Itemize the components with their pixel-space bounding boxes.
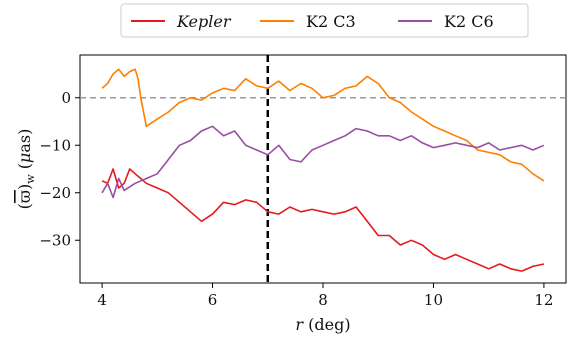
y-tick-label: −10 [39,136,71,154]
x-axis: 4 6 8 10 12 [97,283,553,309]
x-tick-label: 6 [208,291,218,309]
x-tick-label: 10 [424,291,443,309]
series-line-k2-c3 [101,68,545,182]
legend: Kepler K2 C3 K2 C6 [120,3,529,38]
legend-label: K2 C6 [444,12,494,31]
legend-label: Kepler [176,12,232,31]
x-tick-label: 4 [97,291,107,309]
x-tick-label: 8 [318,291,328,309]
y-tick-label: −30 [39,231,71,249]
svg-text:(ϖ)w (μas): (ϖ)w (μas) [15,129,37,210]
y-axis: 0 −10 −20 −30 [39,89,80,249]
legend-box [120,3,529,38]
y-axis-label: (ϖ)w (μas) [15,129,37,210]
x-axis-label: r (deg) [295,315,350,334]
y-tick-label: 0 [61,89,71,107]
series-lines [101,68,545,272]
x-tick-label: 12 [534,291,553,309]
y-tick-label: −20 [39,184,71,202]
plot-area [79,54,567,284]
legend-label: K2 C3 [306,12,356,31]
series-line-k2-c6 [101,125,545,199]
